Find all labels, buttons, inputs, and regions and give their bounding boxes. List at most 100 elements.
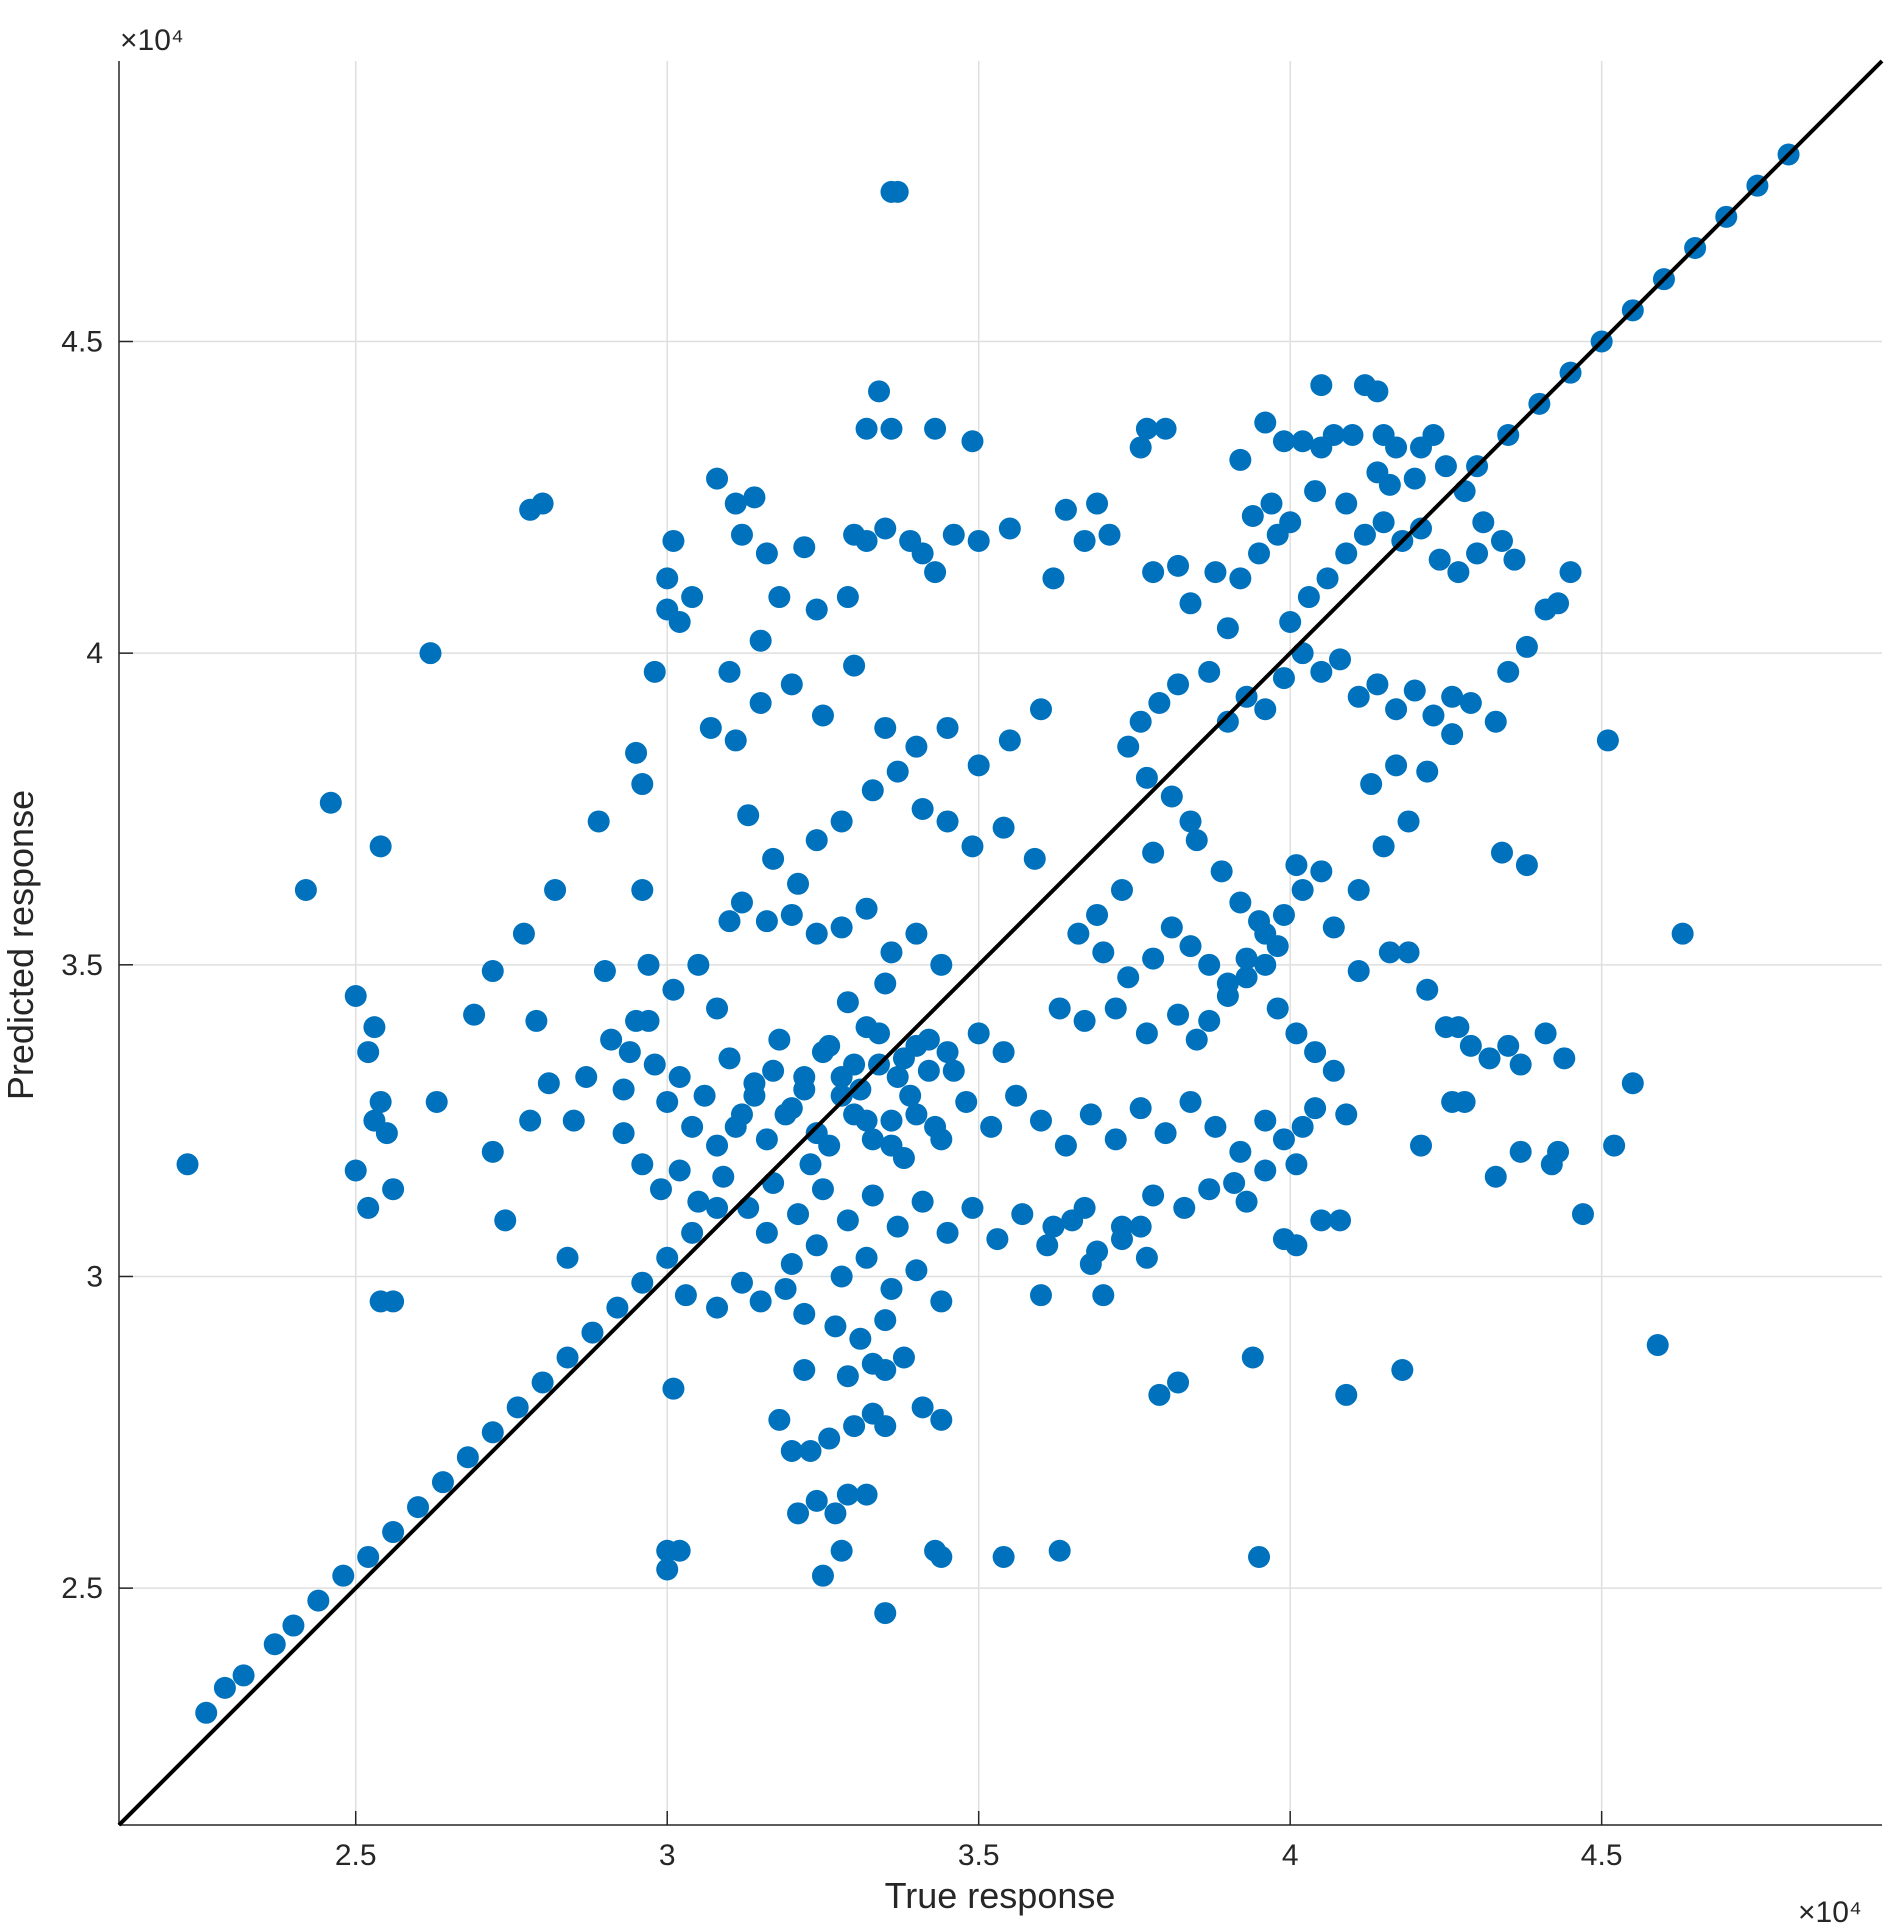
data-point: [1478, 1047, 1501, 1070]
data-point: [755, 1221, 778, 1244]
data-point: [805, 922, 828, 945]
data-point: [407, 1496, 430, 1519]
data-point: [1129, 436, 1152, 459]
data-point: [737, 1196, 760, 1219]
data-point: [1235, 1190, 1258, 1213]
data-point: [1235, 947, 1258, 970]
data-point: [1117, 735, 1140, 758]
data-point: [1198, 1009, 1221, 1032]
data-point: [1372, 511, 1395, 534]
data-point: [649, 1178, 672, 1201]
data-point: [1279, 610, 1302, 633]
data-point: [1329, 648, 1352, 671]
data-point: [861, 779, 884, 802]
data-point: [176, 1153, 199, 1176]
data-point: [213, 1676, 236, 1699]
data-point: [1272, 1128, 1295, 1151]
data-point: [1291, 1115, 1314, 1138]
data-point: [369, 835, 392, 858]
data-point: [656, 1246, 679, 1269]
data-point: [992, 1545, 1015, 1568]
data-point: [1459, 692, 1482, 715]
x-tick-label: 2.5: [335, 1839, 377, 1872]
data-point: [1310, 660, 1333, 683]
data-point: [980, 1115, 1003, 1138]
data-point: [768, 1408, 791, 1431]
data-point: [562, 1109, 585, 1132]
data-point: [1129, 710, 1152, 733]
data-point: [668, 1159, 691, 1182]
data-point: [917, 1059, 940, 1082]
data-point: [662, 1377, 685, 1400]
data-point: [631, 1153, 654, 1176]
data-point: [512, 922, 535, 945]
data-point: [1011, 1203, 1034, 1226]
data-point: [961, 430, 984, 453]
data-point: [1360, 773, 1383, 796]
data-point: [525, 1009, 548, 1032]
data-point: [1285, 854, 1308, 877]
data-point: [481, 960, 504, 983]
data-point: [1029, 1284, 1052, 1307]
data-point: [1385, 698, 1408, 721]
data-point: [1092, 1284, 1115, 1307]
data-point: [836, 1483, 859, 1506]
data-point: [911, 542, 934, 565]
data-point: [1204, 1115, 1227, 1138]
data-point: [811, 1041, 834, 1064]
data-point: [830, 1265, 853, 1288]
grid-lines: [119, 61, 1882, 1825]
data-point: [1210, 860, 1233, 883]
data-point: [780, 903, 803, 926]
data-point: [1335, 542, 1358, 565]
data-point: [1410, 1134, 1433, 1157]
data-point: [1422, 423, 1445, 446]
x-tick-label: 4: [1282, 1839, 1299, 1872]
y-tick-label: 2.5: [61, 1572, 103, 1605]
data-point: [1104, 997, 1127, 1020]
data-point: [1266, 935, 1289, 958]
data-point: [668, 1539, 691, 1562]
data-point: [344, 1159, 367, 1182]
data-point: [924, 417, 947, 440]
data-point: [780, 1440, 803, 1463]
data-point: [824, 1315, 847, 1338]
data-point: [886, 1215, 909, 1238]
data-point: [843, 1415, 866, 1438]
data-point: [1023, 847, 1046, 870]
data-point: [1073, 1196, 1096, 1219]
data-point: [494, 1209, 517, 1232]
data-point: [1484, 710, 1507, 733]
data-point: [1509, 1053, 1532, 1076]
data-point: [1447, 1016, 1470, 1039]
data-point: [693, 1084, 716, 1107]
data-point: [481, 1140, 504, 1163]
data-point: [1142, 561, 1165, 584]
data-point: [811, 1178, 834, 1201]
data-point: [643, 1053, 666, 1076]
y-tick-label: 4: [86, 637, 103, 670]
data-point: [1515, 635, 1538, 658]
data-point: [924, 1115, 947, 1138]
data-point: [519, 1109, 542, 1132]
data-point: [1341, 423, 1364, 446]
data-point: [1335, 492, 1358, 515]
data-point: [687, 953, 710, 976]
data-point: [1054, 1134, 1077, 1157]
data-point: [1322, 1059, 1345, 1082]
data-point: [637, 953, 660, 976]
data-point: [1260, 492, 1283, 515]
data-point: [1459, 1034, 1482, 1057]
data-point: [1410, 517, 1433, 540]
data-point: [780, 673, 803, 696]
data-point: [1316, 567, 1339, 590]
data-point: [618, 1041, 641, 1064]
data-point: [1054, 498, 1077, 521]
data-point: [1254, 953, 1277, 976]
data-point: [506, 1396, 529, 1419]
data-point: [712, 1165, 735, 1188]
data-point: [1110, 879, 1133, 902]
data-point: [1079, 1253, 1102, 1276]
data-point: [905, 922, 928, 945]
